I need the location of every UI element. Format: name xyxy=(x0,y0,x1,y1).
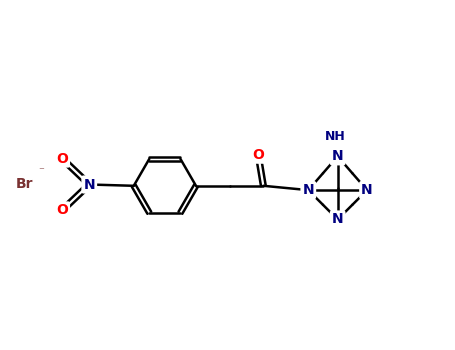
Text: N: N xyxy=(332,212,344,226)
Text: N: N xyxy=(361,183,373,197)
Text: O: O xyxy=(56,152,68,166)
Text: O: O xyxy=(252,148,264,162)
Text: Br: Br xyxy=(16,177,33,191)
Text: N: N xyxy=(303,183,314,197)
Text: O: O xyxy=(56,203,68,217)
Text: NH: NH xyxy=(325,131,346,144)
Text: N: N xyxy=(83,177,95,191)
Text: ⁻: ⁻ xyxy=(38,167,44,176)
Text: N: N xyxy=(332,149,344,163)
